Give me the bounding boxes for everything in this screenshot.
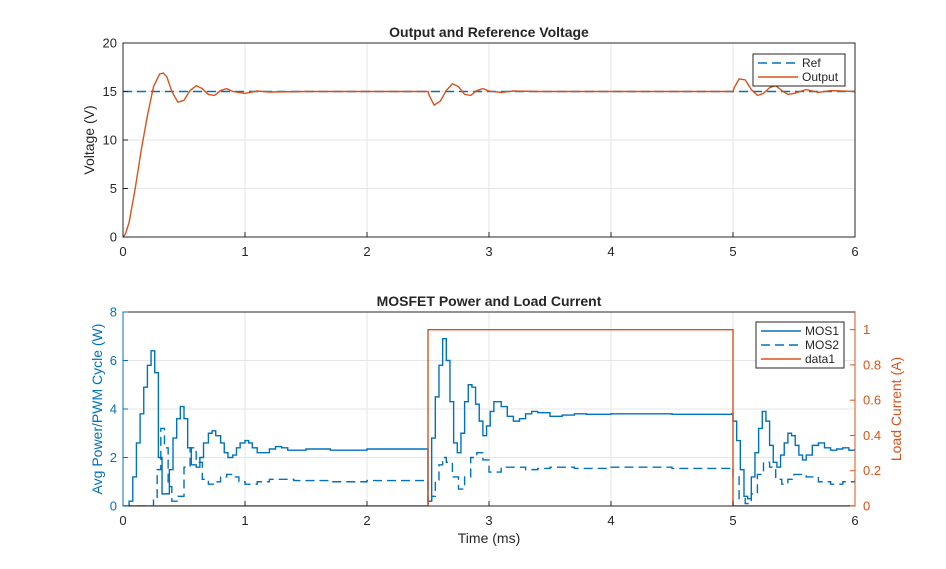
power-chart-title: MOSFET Power and Load Current (377, 293, 602, 309)
right-y-tick-label: 0.4 (863, 428, 881, 443)
voltage-y-axis-label: Voltage (V) (81, 105, 97, 174)
legend-label-data1: data1 (805, 352, 835, 366)
left-y-tick-label: 6 (110, 353, 117, 368)
y-tick-label: 20 (103, 36, 117, 51)
x-tick-label: 0 (119, 513, 126, 528)
x-tick-label: 1 (241, 244, 248, 259)
series-data1-line (123, 328, 855, 506)
left-y-tick-label: 8 (110, 305, 117, 320)
legend-box (752, 53, 846, 87)
y-tick-label: 15 (103, 84, 117, 99)
x-tick-label: 3 (485, 244, 492, 259)
voltage-y-ticks: 0 5 10 15 20 (103, 36, 128, 245)
voltage-series (123, 72, 855, 237)
y-tick-label: 10 (103, 133, 117, 148)
legend-label-ref: Ref (802, 56, 821, 70)
x-tick-label: 1 (241, 513, 248, 528)
x-tick-label: 0 (119, 244, 126, 259)
power-left-y-axis-label: Avg Power/PWM Cycle (W) (89, 324, 105, 495)
x-tick-label: 2 (363, 513, 370, 528)
series-mos1-line (123, 337, 855, 506)
power-grid (122, 311, 856, 507)
left-y-tick-label: 4 (110, 402, 117, 417)
voltage-chart: 0 1 2 3 4 5 6 0 5 10 15 20 Output and Reference Vo… (81, 24, 859, 259)
left-y-tick-label: 0 (110, 499, 117, 514)
x-tick-label: 3 (485, 513, 492, 528)
x-tick-label: 5 (729, 244, 736, 259)
legend-box (755, 321, 845, 369)
right-y-tick-label: 1 (863, 322, 870, 337)
left-y-tick-label: 2 (110, 450, 117, 465)
power-left-y-ticks: 0 2 4 6 8 (110, 305, 128, 514)
x-tick-label: 4 (607, 244, 614, 259)
power-chart: 0 1 2 3 4 5 6 0 2 4 6 8 0 0.2 0.4 0.6 0.8 1 MOSFET Powe… (89, 293, 904, 546)
power-x-ticks: 0 1 2 3 4 5 6 (119, 501, 859, 528)
voltage-x-ticks: 0 1 2 3 4 5 6 (119, 232, 859, 259)
voltage-grid (122, 42, 856, 238)
voltage-chart-title: Output and Reference Voltage (389, 24, 589, 40)
right-y-tick-label: 0.2 (863, 463, 881, 478)
legend-label-mos1: MOS1 (805, 324, 839, 338)
y-tick-label: 0 (110, 230, 117, 245)
right-y-tick-label: 0.6 (863, 393, 881, 408)
x-tick-label: 2 (363, 244, 370, 259)
right-y-tick-label: 0 (863, 499, 870, 514)
current-right-y-axis-label: Load Current (A) (888, 357, 904, 461)
power-series (123, 328, 855, 506)
series-output-line (123, 72, 855, 237)
series-mos2-line (123, 427, 855, 506)
x-tick-label: 4 (607, 513, 614, 528)
x-tick-label: 6 (851, 244, 858, 259)
legend-label-mos2: MOS2 (805, 338, 839, 352)
x-tick-label: 5 (729, 513, 736, 528)
right-y-tick-label: 0.8 (863, 357, 881, 372)
power-right-y-ticks: 0 0.2 0.4 0.6 0.8 1 (850, 312, 881, 514)
legend-label-output: Output (802, 70, 839, 84)
x-tick-label: 6 (851, 513, 858, 528)
y-tick-label: 5 (110, 181, 117, 196)
power-x-axis-label: Time (ms) (458, 530, 520, 546)
